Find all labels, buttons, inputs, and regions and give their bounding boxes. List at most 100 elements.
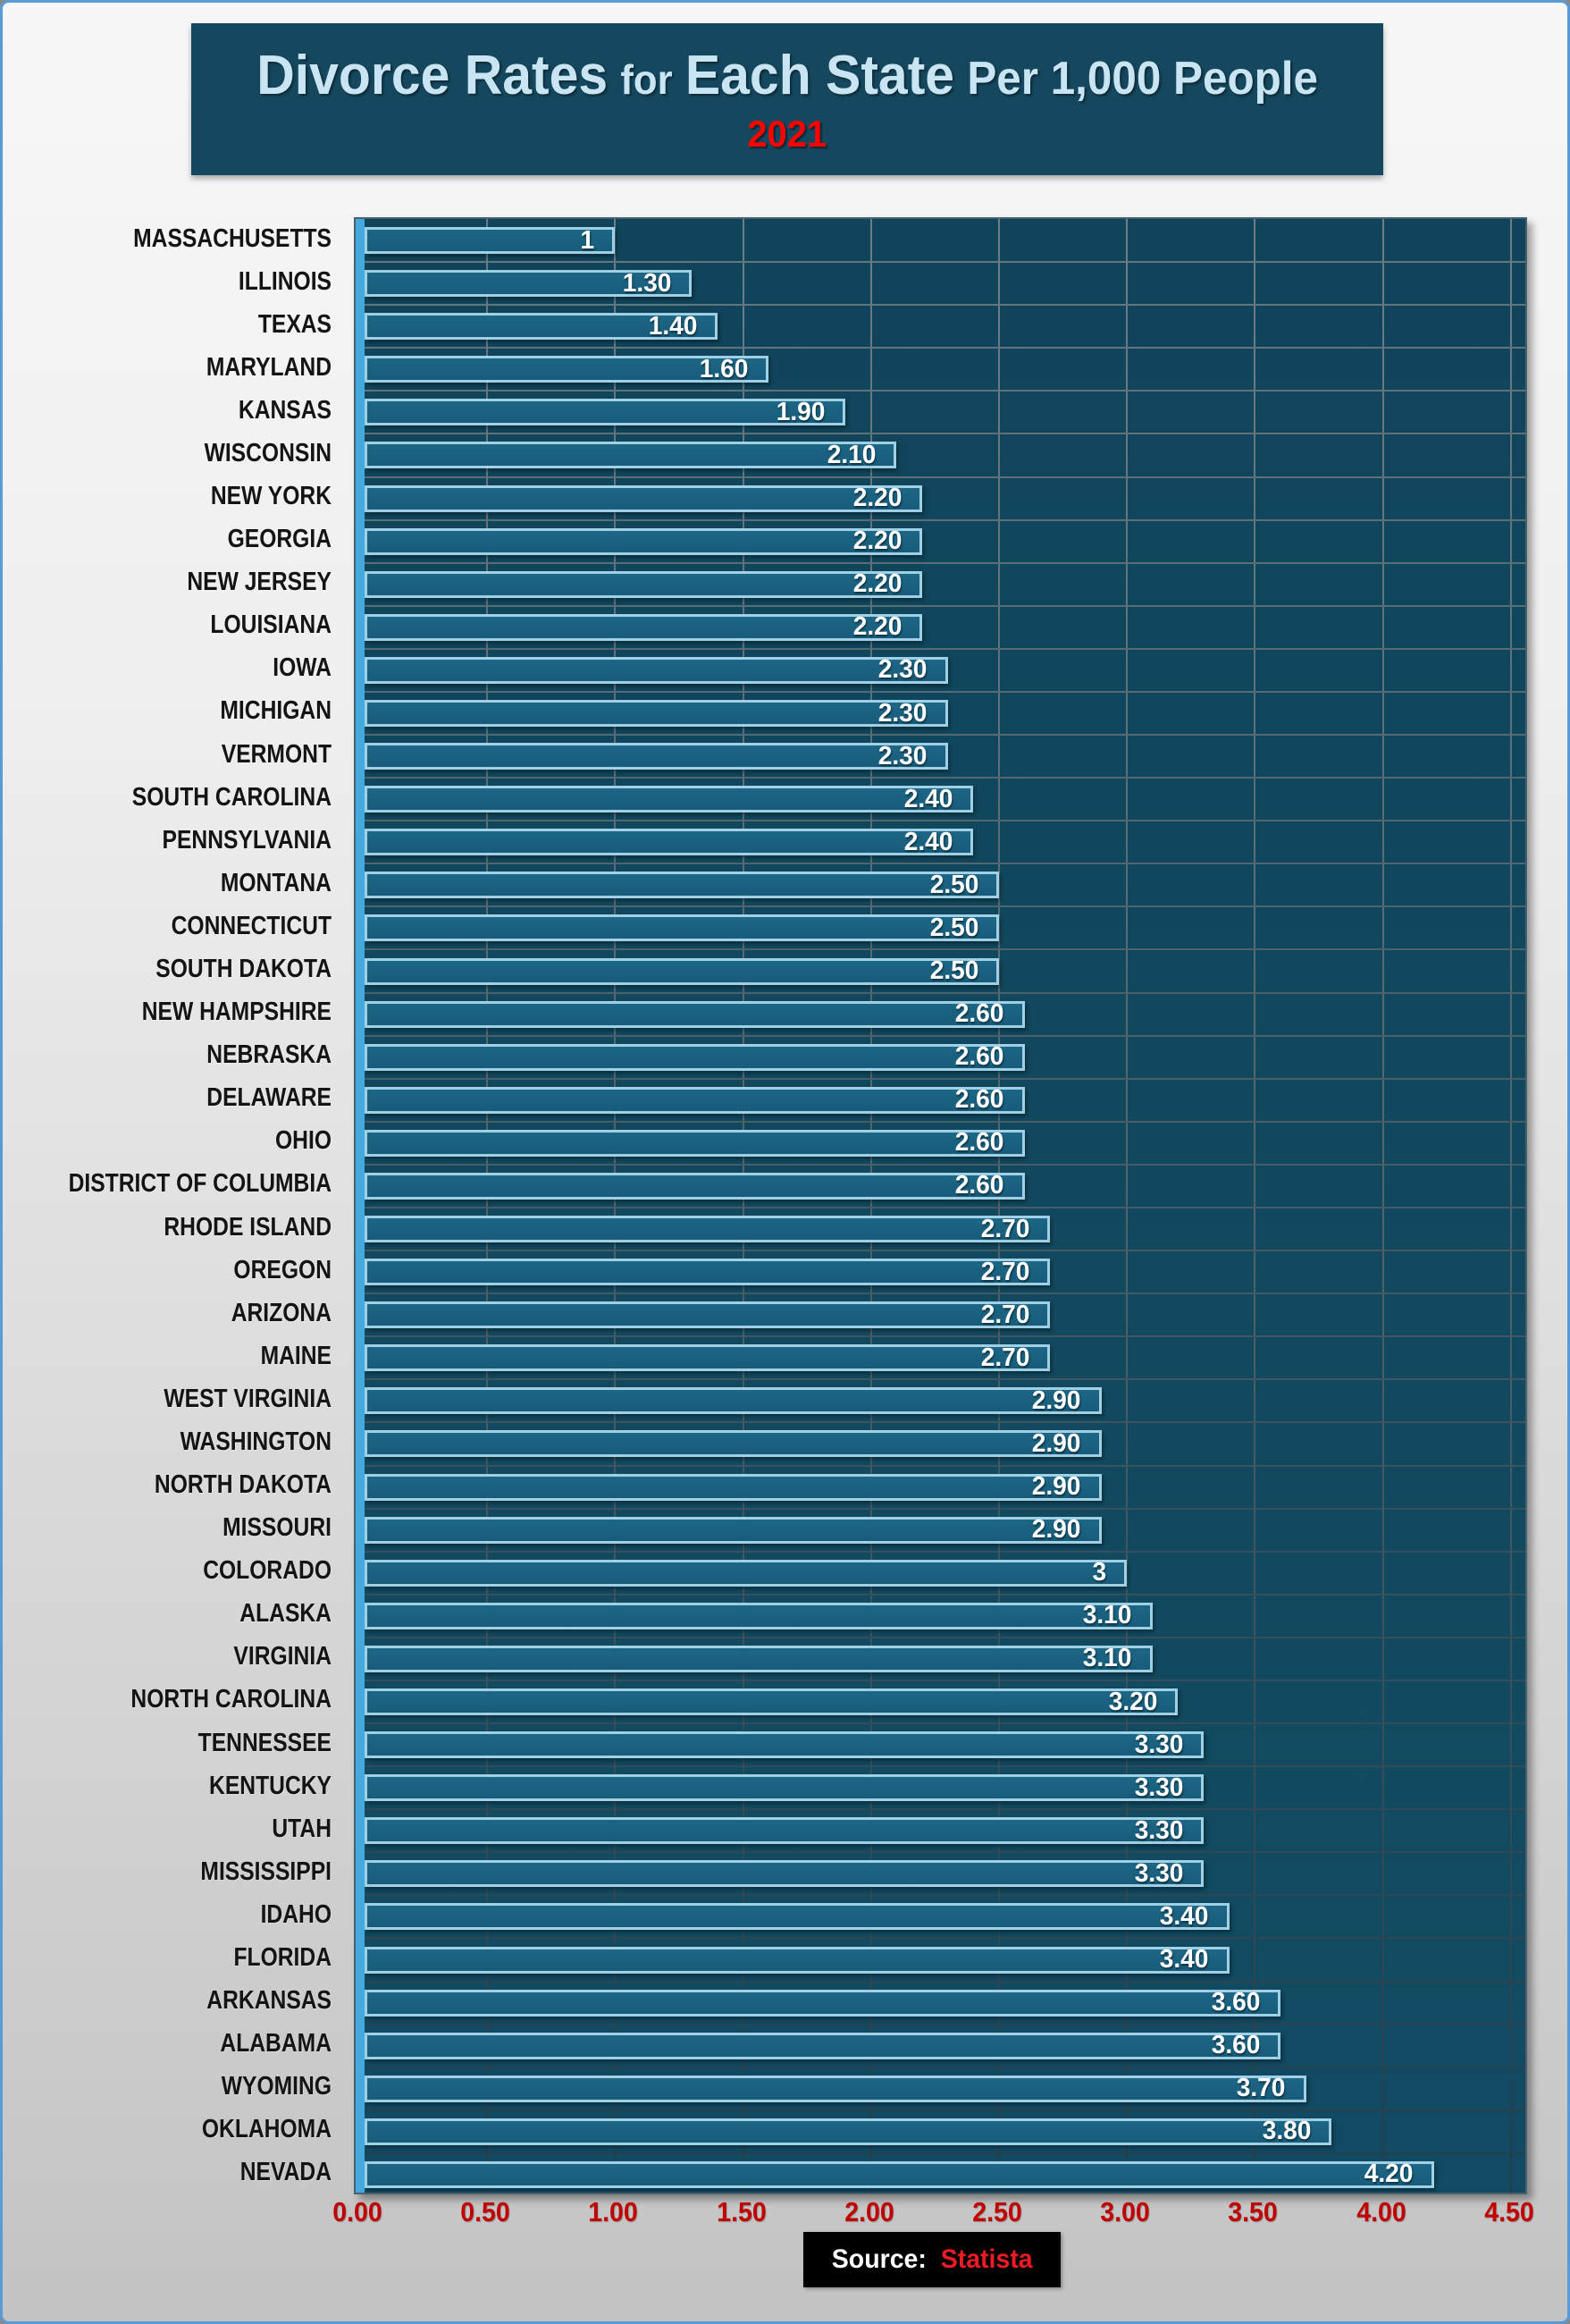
bar-alabama: 3.60 [365,2031,1281,2059]
bar-value-label-colorado: 3 [1092,1558,1107,1587]
title-part-4: Per 1,000 People [967,52,1318,105]
horizontal-gridline [356,604,1525,607]
state-label-west-virginia: WEST VIRGINIA [164,1384,332,1413]
state-label-florida: FLORIDA [233,1943,332,1972]
source-name-label: Statista [940,2244,1033,2274]
bar-nevada: 4.20 [365,2160,1434,2188]
bar-north-carolina: 3.20 [365,1688,1179,1716]
bar-wyoming: 3.70 [365,2074,1306,2103]
x-tick-label-4.50: 4.50 [1484,2196,1534,2227]
bar-delaware: 2.60 [365,1085,1025,1114]
x-tick-label-4.00: 4.00 [1356,2196,1406,2227]
bar-value-label-louisiana: 2.20 [852,612,903,642]
vertical-gridline-2.5 [998,219,1000,2193]
bar-nebraska: 2.60 [365,1042,1025,1072]
horizontal-gridline [356,1421,1525,1424]
bar-new-hampshire: 2.60 [365,999,1025,1029]
horizontal-gridline [356,1593,1525,1596]
state-label-alabama: ALABAMA [220,2029,332,2059]
state-label-south-carolina: SOUTH CAROLINA [131,782,332,812]
vertical-gridline-1.5 [742,219,744,2193]
page-title: Divorce Rates for Each State Per 1,000 P… [256,44,1318,107]
state-label-nebraska: NEBRASKA [206,1040,332,1070]
bar-value-label-maryland: 1.60 [699,354,749,383]
bar-north-dakota: 2.90 [365,1472,1102,1501]
state-label-kentucky: KENTUCKY [209,1771,332,1800]
horizontal-gridline [356,1207,1525,1208]
horizontal-gridline [356,1808,1525,1811]
state-label-rhode-island: RHODE ISLAND [164,1212,332,1242]
horizontal-gridline [356,390,1525,392]
title-part-2: for [620,55,673,103]
source-prefix-label: Source: [831,2244,927,2274]
horizontal-gridline [356,991,1525,994]
state-label-idaho: IDAHO [260,1899,332,1929]
bar-wisconsin: 2.10 [365,441,897,469]
horizontal-gridline [356,518,1525,521]
bar-tennessee: 3.30 [365,1730,1205,1759]
vertical-gridline-1.0 [614,219,617,2193]
x-tick-label-1.50: 1.50 [716,2196,767,2227]
horizontal-gridline [356,1636,1525,1638]
bar-oregon: 2.70 [365,1257,1051,1286]
bar-value-label-georgia: 2.20 [852,526,903,556]
bar-ohio: 2.60 [365,1128,1025,1158]
state-label-arizona: ARIZONA [231,1298,332,1327]
horizontal-gridline [356,948,1525,951]
bar-value-label-iowa: 2.30 [877,655,928,685]
state-label-virginia: VIRGINIA [233,1642,332,1671]
bar-value-label-maine: 2.70 [980,1343,1030,1372]
bar-value-label-pennsylvania: 2.40 [903,827,953,856]
bar-value-label-west-virginia: 2.90 [1031,1385,1081,1415]
bar-new-jersey: 2.20 [365,569,923,598]
bar-value-label-utah: 3.30 [1134,1815,1184,1845]
bar-mississippi: 3.30 [365,1859,1205,1888]
bar-value-label-michigan: 2.30 [877,698,928,728]
state-label-pennsylvania: PENNSYLVANIA [162,825,332,855]
horizontal-gridline [356,647,1525,650]
state-label-new-jersey: NEW JERSEY [187,568,332,597]
bar-value-label-connecticut: 2.50 [929,913,978,942]
x-tick-label-3.50: 3.50 [1228,2196,1279,2227]
bar-value-label-new-hampshire: 2.60 [954,999,1004,1029]
state-label-utah: UTAH [272,1814,332,1843]
bar-maine: 2.70 [365,1343,1051,1372]
state-label-massachusetts: MASSACHUSETTS [133,223,332,253]
bar-massachusetts: 1 [365,226,616,255]
vertical-gridline-3.0 [1126,219,1129,2193]
x-tick-label-0.50: 0.50 [460,2196,510,2227]
bar-value-label-wyoming: 3.70 [1236,2074,1286,2103]
horizontal-gridline [356,1077,1525,1080]
horizontal-gridline [356,1120,1525,1123]
bar-value-label-south-dakota: 2.50 [929,956,978,986]
state-label-new-hampshire: NEW HAMPSHIRE [141,998,332,1027]
bar-value-label-kansas: 1.90 [776,397,826,426]
state-label-nevada: NEVADA [239,2158,332,2187]
horizontal-gridline [356,1293,1525,1295]
bar-west-virginia: 2.90 [365,1385,1102,1415]
bar-value-label-nebraska: 2.60 [954,1042,1004,1072]
horizontal-gridline [356,1163,1525,1166]
bar-louisiana: 2.20 [365,612,923,642]
horizontal-gridline [356,1894,1525,1897]
horizontal-gridline [356,2109,1525,2111]
horizontal-gridline [356,1378,1525,1381]
bar-value-label-arizona: 2.70 [980,1300,1030,1329]
bar-new-york: 2.20 [365,484,923,512]
horizontal-gridline [356,1250,1525,1252]
state-label-district-of-columbia: DISTRICT OF COLUMBIA [68,1169,332,1199]
bar-pennsylvania: 2.40 [365,827,974,856]
horizontal-gridline [356,777,1525,779]
state-label-new-york: NEW YORK [210,482,332,511]
state-label-texas: TEXAS [257,309,332,339]
horizontal-gridline [356,2151,1525,2154]
state-label-oklahoma: OKLAHOMA [201,2115,332,2144]
bar-district-of-columbia: 2.60 [365,1171,1025,1200]
title-part-1: Divorce Rates [256,44,608,106]
bar-connecticut: 2.50 [365,913,999,942]
bar-value-label-oregon: 2.70 [980,1257,1030,1286]
bar-value-label-ohio: 2.60 [954,1128,1004,1158]
state-label-ohio: OHIO [274,1126,332,1156]
state-label-missouri: MISSOURI [222,1513,332,1543]
bar-texas: 1.40 [365,312,718,341]
